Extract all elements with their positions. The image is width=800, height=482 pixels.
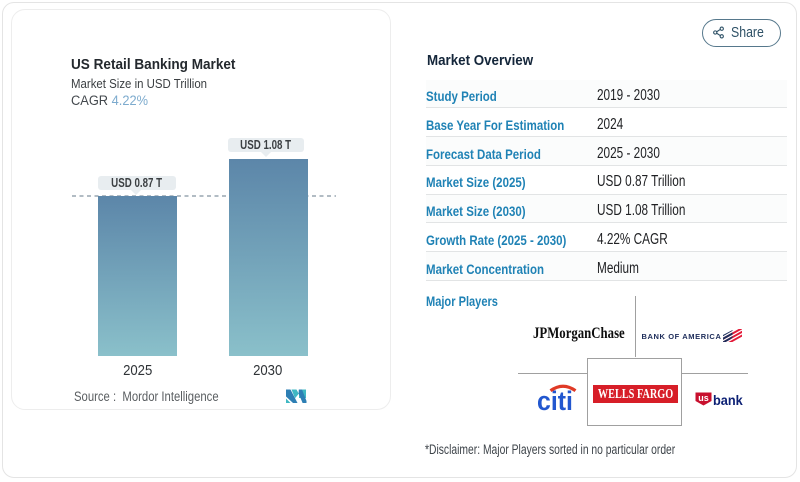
svg-text:us: us	[698, 393, 709, 403]
